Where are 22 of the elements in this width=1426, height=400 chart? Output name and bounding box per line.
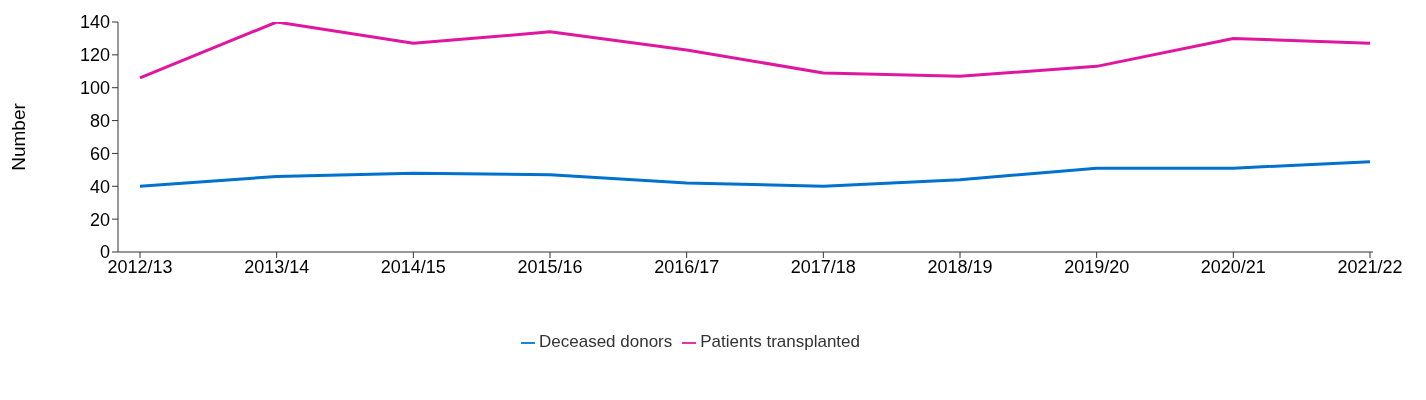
x-tick-label: 2017/18 [790,256,856,277]
legend-label: Patients transplanted [700,332,860,351]
x-tick-label: 2019/20 [1064,256,1130,277]
x-tick-label: 2015/16 [517,256,583,277]
legend-label: Deceased donors [539,332,673,351]
x-tick-label: 2018/19 [927,256,993,277]
x-tick-label: 2012/13 [107,256,173,277]
x-tick-label: 2020/21 [1200,256,1266,277]
y-tick-label: 140 [79,12,110,33]
y-tick-label: 100 [79,78,110,99]
y-tick-label: 60 [89,143,110,164]
x-tick-label: 2021/22 [1337,256,1403,277]
y-tick-label: 80 [89,110,110,131]
line-series [138,160,1372,188]
line-series [138,22,1372,80]
y-tick-label: 20 [89,209,110,230]
x-tick-label: 2016/17 [654,256,720,277]
y-axis-title: Number [7,102,29,171]
y-tick-label: 120 [79,45,110,66]
y-tick-label: 40 [89,176,110,197]
x-tick-label: 2014/15 [380,256,446,277]
x-tick-label: 2013/14 [244,256,310,277]
